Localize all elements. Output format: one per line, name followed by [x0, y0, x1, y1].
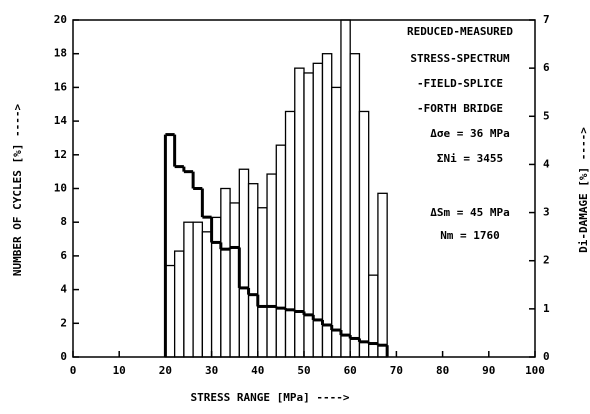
bar [358, 110, 370, 358]
bar [201, 231, 213, 358]
annotation: Nm = 1760 [440, 229, 500, 242]
bar [275, 144, 287, 358]
bar [349, 53, 361, 358]
annotation: -FORTH BRIDGE [417, 102, 503, 115]
bar [284, 110, 296, 358]
bar [257, 207, 268, 358]
bar [321, 53, 333, 358]
y-tick-label: 8 [60, 215, 67, 228]
bar [266, 173, 277, 358]
y-tick-label: 16 [54, 80, 68, 93]
y2-tick-label: 7 [543, 13, 550, 26]
y-tick-label: 2 [60, 316, 67, 329]
bar [340, 19, 351, 358]
bar [220, 187, 231, 358]
y2-tick-label: 1 [543, 302, 550, 315]
annotation: REDUCED-MEASURED [407, 25, 513, 38]
y-tick-label: 14 [54, 114, 68, 127]
bar [173, 250, 185, 358]
x-tick-label: 90 [482, 364, 495, 377]
y-tick-label: 20 [54, 13, 67, 26]
x-tick-label: 20 [159, 364, 172, 377]
y-tick-label: 18 [54, 47, 67, 60]
x-tick-label: 60 [344, 364, 357, 377]
y-tick-label: 0 [60, 350, 67, 363]
annotation: ΣNi = 3455 [437, 152, 503, 165]
x-tick-label: 0 [70, 364, 77, 377]
y2-axis-label: Di-DAMAGE [%] ----> [577, 127, 590, 253]
y2-tick-label: 0 [543, 350, 550, 363]
y-axis-label: NUMBER OF CYCLES [%] ----> [11, 104, 24, 277]
x-tick-label: 100 [525, 364, 545, 377]
x-tick-label: 40 [251, 364, 264, 377]
y2-tick-label: 5 [543, 109, 550, 122]
bar [192, 221, 204, 358]
y2-tick-label: 4 [543, 157, 550, 170]
x-axis-label: STRESS RANGE [MPa] ----> [191, 391, 350, 404]
y-tick-label: 12 [54, 148, 67, 161]
x-tick-label: 50 [297, 364, 310, 377]
y-tick-label: 6 [60, 249, 67, 262]
y-tick-label: 10 [54, 182, 67, 195]
bar [312, 62, 324, 358]
annotation: -FIELD-SPLICE [417, 77, 503, 90]
bar [377, 192, 388, 358]
annotation: STRESS-SPECTRUM [410, 52, 510, 65]
x-tick-label: 80 [436, 364, 449, 377]
x-tick-label: 10 [113, 364, 126, 377]
annotation: ΔSm = 45 MPa [430, 206, 509, 219]
y-tick-label: 4 [60, 283, 67, 296]
bar [247, 183, 259, 358]
annotation: Δσe = 36 MPa [430, 127, 509, 140]
x-tick-label: 70 [390, 364, 403, 377]
y2-tick-label: 3 [543, 206, 550, 219]
bar [331, 86, 342, 358]
x-tick-label: 30 [205, 364, 218, 377]
y2-tick-label: 6 [543, 61, 550, 74]
y2-tick-label: 2 [543, 254, 550, 267]
bar [183, 221, 194, 358]
